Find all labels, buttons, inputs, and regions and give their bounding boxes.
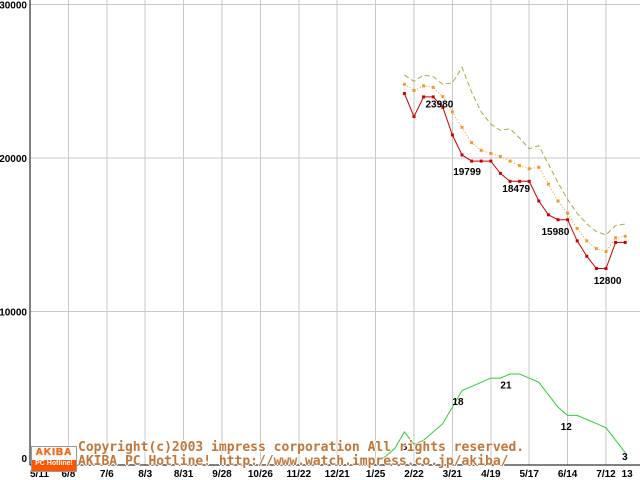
lowest-price-marker [537, 199, 541, 203]
lowest-price-marker [594, 267, 598, 271]
lowest-price-marker [460, 153, 464, 157]
lowest-price-marker [604, 267, 608, 271]
x-tick-label: 10/26 [248, 469, 273, 480]
y-axis-labels: 30000 20000 10000 0 [0, 1, 27, 466]
lowest-price-marker [527, 179, 531, 183]
data-label: 23980 [426, 99, 454, 110]
average-price-marker [460, 125, 464, 129]
data-label: 12800 [594, 276, 622, 287]
data-label: 15980 [542, 227, 570, 238]
lowest-price-marker [518, 179, 522, 183]
y-tick-label: 20000 [0, 154, 27, 165]
average-price-marker [508, 159, 512, 163]
data-label: 3 [622, 452, 628, 463]
average-price-marker [566, 211, 570, 215]
akiba-logo-subtitle: PC Hotline! [32, 460, 76, 471]
lowest-price-marker [498, 171, 502, 175]
average-price-marker [556, 199, 560, 203]
lowest-price-marker [412, 115, 416, 119]
series-highest-price [404, 66, 626, 236]
data-label: 18 [452, 397, 464, 408]
lowest-price-marker [431, 95, 435, 99]
average-price-line [404, 83, 626, 253]
x-tick-label: 7/6 [100, 469, 114, 480]
data-label: 18479 [502, 184, 530, 195]
average-price-marker [412, 88, 416, 92]
akiba-logo-wordmark: AKIBA [32, 447, 76, 460]
lowest-price-marker [422, 95, 426, 99]
site-url-text: AKIBA PC Hotline! http://www.watch.impre… [78, 454, 509, 469]
lowest-price-marker [623, 240, 627, 244]
data-label: 21 [500, 381, 512, 392]
x-tick-label: 6/14 [558, 469, 578, 480]
x-tick-label: 13 [622, 469, 634, 480]
shop-count-line [375, 373, 626, 462]
data-labels: 23980 19799 18479 15980 12800 8 18 21 12 3 [402, 99, 628, 463]
x-tick-label: 3/21 [443, 469, 463, 480]
series-average-price [402, 82, 627, 254]
y-tick-label: 30000 [0, 1, 27, 12]
average-price-marker [518, 164, 522, 168]
average-price-marker [498, 154, 502, 158]
y-tick-label: 0 [21, 454, 27, 465]
data-label: 12 [561, 422, 573, 433]
series-lowest-price [402, 92, 627, 271]
x-tick-label: 8/3 [138, 469, 152, 480]
copyright-text: Copyright(c)2003 impress corporation All… [78, 440, 525, 455]
series-shop-count [375, 373, 626, 462]
lowest-price-marker [470, 159, 474, 163]
highest-price-line [404, 66, 626, 236]
lowest-price-marker [614, 240, 618, 244]
x-tick-label: 5/17 [519, 469, 539, 480]
average-price-marker [594, 247, 598, 251]
average-price-marker [470, 141, 474, 145]
average-price-marker [537, 165, 541, 169]
x-tick-label: 11/22 [287, 469, 312, 480]
lowest-price-marker [546, 213, 550, 217]
average-price-marker [614, 236, 618, 240]
lowest-price-marker [489, 159, 493, 163]
x-tick-label: 2/22 [404, 469, 424, 480]
x-tick-label: 6/8 [61, 469, 75, 480]
x-tick-label: 12/21 [325, 469, 350, 480]
average-price-marker [604, 250, 608, 254]
average-price-marker [546, 182, 550, 186]
x-axis-labels: 5/11 6/8 7/6 8/3 8/31 9/28 10/26 11/22 12/21 1/25… [30, 469, 633, 480]
x-tick-label: 1/25 [366, 469, 386, 480]
average-price-marker [585, 239, 589, 243]
lowest-price-marker [566, 218, 570, 222]
data-label: 8 [402, 442, 408, 453]
average-price-marker [431, 85, 435, 89]
x-tick-label: 5/11 [30, 469, 49, 480]
y-tick-label: 10000 [0, 308, 27, 319]
average-price-marker [489, 151, 493, 155]
lowest-price-marker [450, 133, 454, 137]
average-price-marker [479, 148, 483, 152]
lowest-price-marker [556, 218, 560, 222]
lowest-price-marker [508, 179, 512, 183]
x-tick-label: 9/28 [212, 469, 232, 480]
average-price-marker [575, 227, 579, 231]
average-price-marker [422, 84, 426, 88]
x-tick-label: 8/31 [174, 469, 194, 480]
average-price-marker [402, 82, 406, 86]
average-price-marker [441, 95, 445, 99]
akiba-logo: AKIBA PC Hotline! [31, 446, 77, 472]
x-tick-label: 4/19 [481, 469, 501, 480]
average-price-marker [450, 110, 454, 114]
lowest-price-marker [479, 159, 483, 163]
gridlines [29, 0, 640, 465]
lowest-price-line [403, 93, 626, 269]
lowest-price-marker [441, 105, 445, 109]
average-price-marker [527, 167, 531, 171]
data-label: 19799 [453, 167, 481, 178]
lowest-price-marker [585, 254, 589, 258]
lowest-price-marker [575, 239, 579, 243]
x-tick-label: 7/12 [596, 469, 616, 480]
lowest-price-marker [402, 92, 406, 96]
average-price-marker [623, 234, 627, 238]
